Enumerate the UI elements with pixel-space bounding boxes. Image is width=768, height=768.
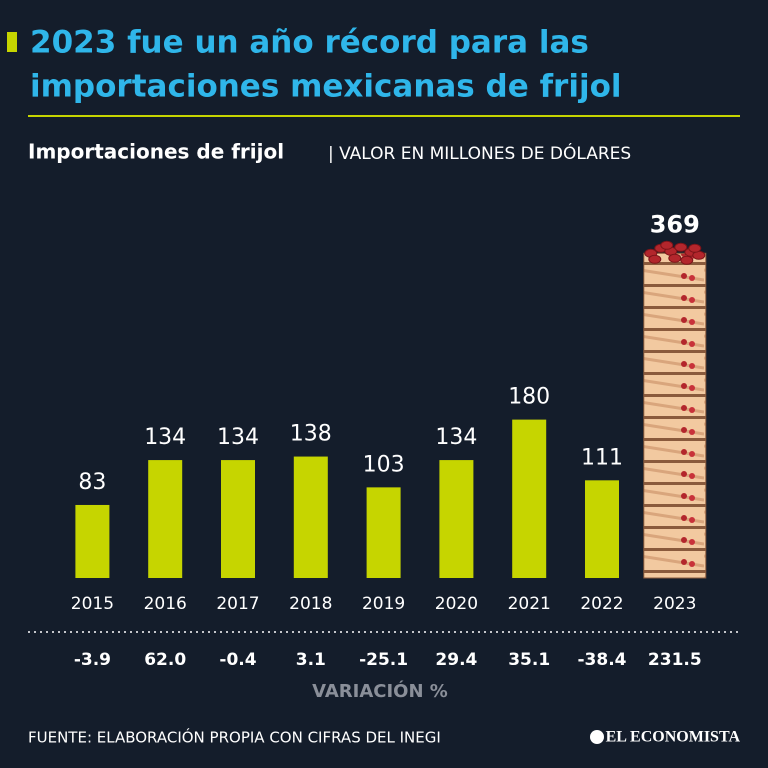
bean-decoration — [680, 255, 694, 265]
value-label: 103 — [363, 452, 405, 477]
x-tick-label: 2016 — [144, 594, 187, 614]
bean-decoration — [674, 242, 688, 252]
bar — [512, 419, 547, 578]
x-tick-label: 2023 — [653, 594, 696, 614]
bar — [439, 460, 474, 578]
variation-label: 231.5 — [648, 650, 702, 670]
x-tick-label: 2022 — [580, 594, 623, 614]
value-label: 134 — [144, 425, 186, 450]
variation-label: 29.4 — [435, 650, 477, 670]
x-tick-label: 2020 — [435, 594, 478, 614]
bar — [366, 487, 401, 578]
bean-decoration — [668, 253, 682, 263]
value-label: 138 — [290, 422, 332, 447]
subtitle: Importaciones de frijol — [28, 140, 284, 164]
value-label: 111 — [581, 445, 623, 470]
variation-label: -38.4 — [578, 650, 627, 670]
variation-label: 35.1 — [508, 650, 550, 670]
x-tick-label: 2018 — [289, 594, 332, 614]
chart-title: 2023 fue un año récord para las — [30, 25, 589, 61]
bean-decoration — [660, 240, 674, 250]
unit-note: | VALOR EN MILLONES DE DÓLARES — [328, 142, 631, 164]
logo: EL ECONOMISTA — [606, 729, 741, 746]
bar — [585, 480, 619, 578]
variation-label: 62.0 — [144, 650, 186, 670]
bar — [148, 460, 183, 578]
source: FUENTE: ELABORACIÓN PROPIA CON CIFRAS DE… — [28, 728, 441, 747]
bar — [221, 460, 255, 578]
bean-decoration — [648, 254, 662, 264]
value-label: 369 — [650, 210, 700, 238]
x-tick-label: 2015 — [71, 594, 114, 614]
value-label: 180 — [508, 385, 550, 410]
x-tick-label: 2017 — [216, 594, 259, 614]
variation-label: -25.1 — [359, 650, 408, 670]
bar — [293, 456, 328, 578]
x-tick-label: 2021 — [508, 594, 551, 614]
bar — [75, 504, 110, 578]
title-marker — [7, 32, 17, 52]
bean-decoration — [688, 243, 702, 253]
variation-title: VARIACIÓN % — [312, 680, 448, 702]
variation-label: 3.1 — [296, 650, 326, 670]
value-label: 134 — [217, 425, 259, 450]
variation-label: -0.4 — [219, 650, 256, 670]
x-tick-label: 2019 — [362, 594, 405, 614]
value-label: 134 — [435, 425, 477, 450]
bar — [643, 252, 707, 579]
value-label: 83 — [78, 470, 106, 495]
chart-title: importaciones mexicanas de frijol — [30, 69, 622, 105]
variation-label: -3.9 — [74, 650, 111, 670]
logo-icon — [590, 730, 604, 744]
